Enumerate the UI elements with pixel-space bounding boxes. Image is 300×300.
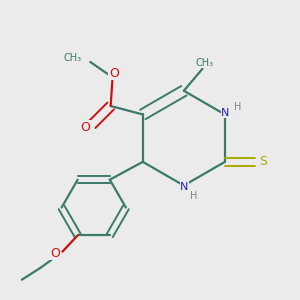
Text: CH₃: CH₃ <box>195 58 213 68</box>
Text: H: H <box>234 102 242 112</box>
Text: H: H <box>190 191 197 201</box>
Text: S: S <box>259 155 267 168</box>
Text: N: N <box>221 108 230 118</box>
Text: O: O <box>80 121 90 134</box>
Text: N: N <box>180 182 189 192</box>
Text: O: O <box>50 247 60 260</box>
Text: CH₃: CH₃ <box>64 53 82 63</box>
Text: O: O <box>109 67 119 80</box>
